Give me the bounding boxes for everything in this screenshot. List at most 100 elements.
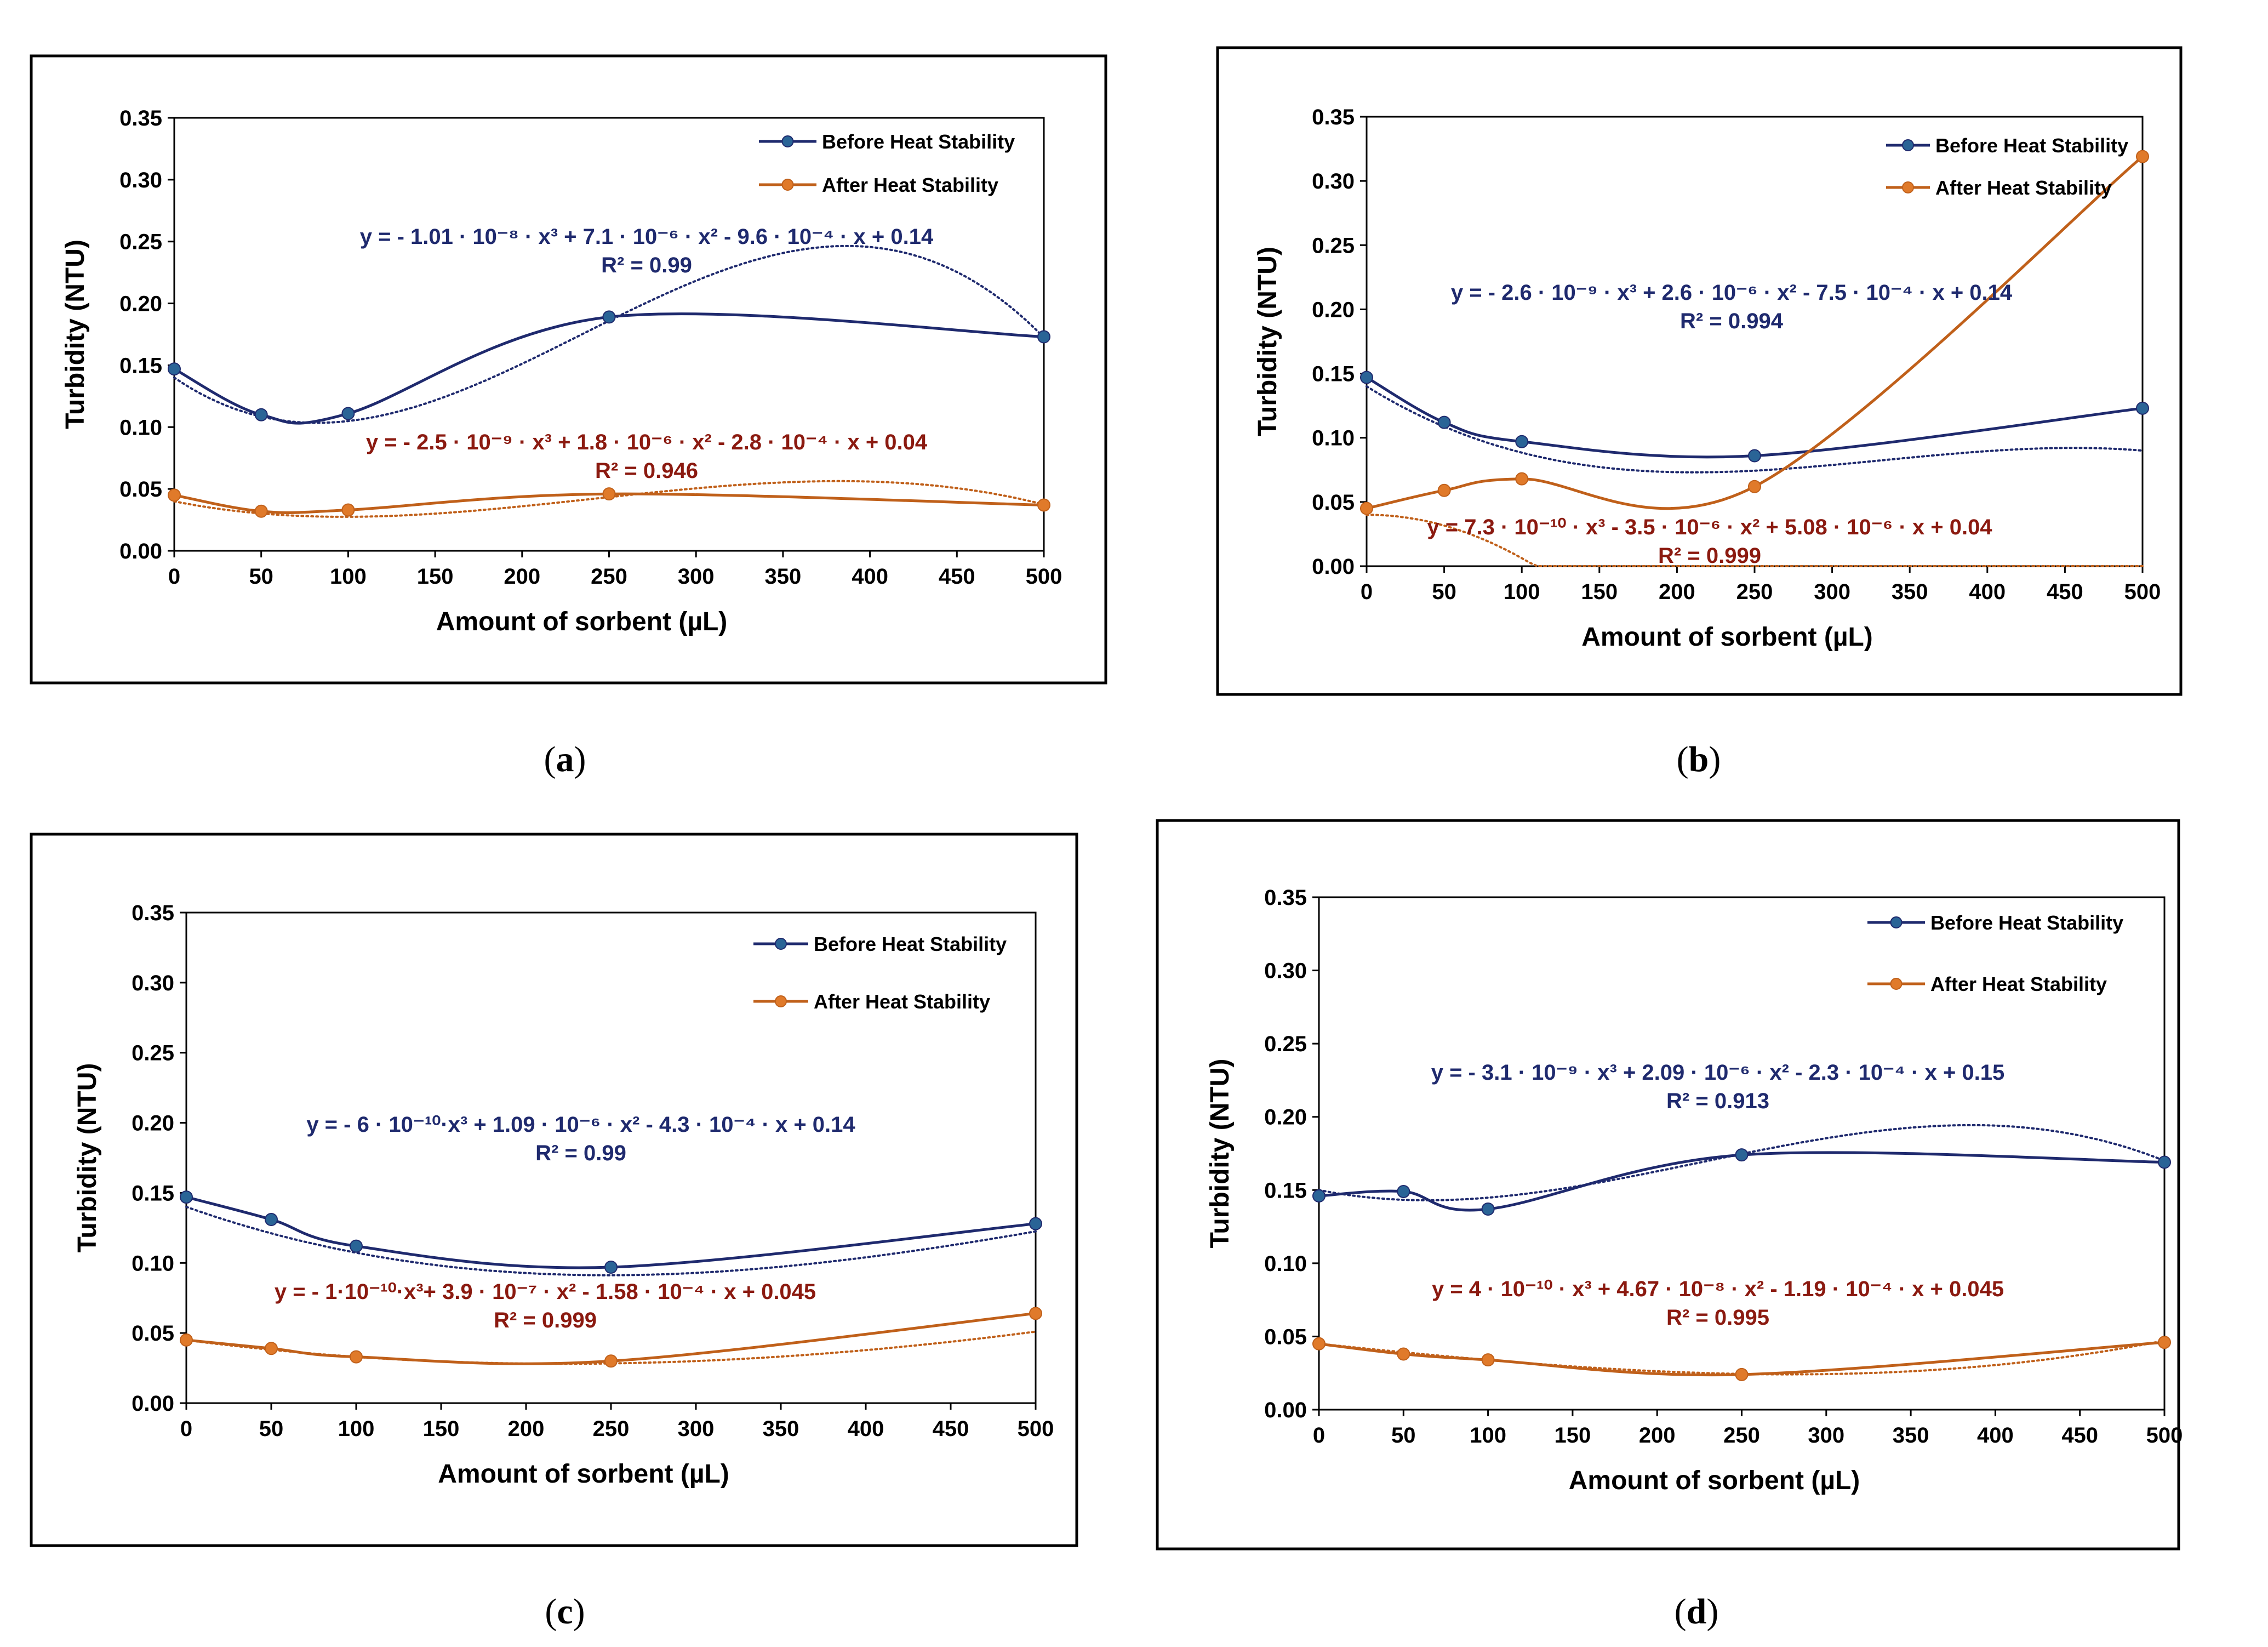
data-point-after xyxy=(1029,1307,1042,1320)
r-squared-after: R² = 0.946 xyxy=(595,459,698,483)
x-tick-label: 500 xyxy=(2146,1423,2183,1447)
caption-a: (a) xyxy=(544,739,586,779)
y-axis-label: Turbidity (NTU) xyxy=(73,1063,102,1253)
data-point-after xyxy=(2158,1336,2171,1349)
trend-equation-after: y = 4 · 10⁻¹⁰ · x³ + 4.67 · 10⁻⁸ · x² - … xyxy=(1432,1277,2004,1301)
r-squared-after: R² = 0.999 xyxy=(494,1308,597,1332)
y-tick-label: 0.00 xyxy=(1312,555,1355,579)
data-point-before xyxy=(2158,1155,2171,1169)
y-tick-label: 0.25 xyxy=(1264,1032,1307,1056)
x-tick-label: 50 xyxy=(1432,580,1456,604)
x-tick-label: 300 xyxy=(1814,580,1850,604)
data-point-before xyxy=(1735,1148,1749,1162)
legend-label-after: After Heat Stability xyxy=(1935,176,2112,199)
r-squared-before: R² = 0.913 xyxy=(1666,1089,1769,1113)
x-tick-label: 150 xyxy=(1555,1423,1591,1447)
x-tick-label: 300 xyxy=(678,1417,715,1441)
chart-frame xyxy=(30,833,1078,1547)
x-tick-label: 400 xyxy=(1977,1423,2014,1447)
y-tick-label: 0.10 xyxy=(119,415,162,440)
x-tick-label: 450 xyxy=(2061,1423,2098,1447)
x-tick-label: 450 xyxy=(2047,580,2083,604)
data-point-after xyxy=(1481,1353,1495,1367)
trend-equation-after: y = - 1·10⁻¹⁰·x³+ 3.9 · 10⁻⁷ · x² - 1.58… xyxy=(275,1280,816,1304)
trend-equation-before: y = - 2.6 · 10⁻⁹ · x³ + 2.6 · 10⁻⁶ · x² … xyxy=(1451,281,2013,305)
legend-marker-before xyxy=(781,135,794,147)
y-tick-label: 0.25 xyxy=(132,1041,174,1065)
chart-frame xyxy=(1156,819,2180,1551)
legend-marker-after xyxy=(781,179,794,191)
trend-equation-after: y = - 2.5 · 10⁻⁹ · x³ + 1.8 · 10⁻⁶ · x² … xyxy=(366,430,928,454)
y-tick-label: 0.05 xyxy=(1264,1325,1307,1349)
x-tick-label: 400 xyxy=(848,1417,884,1441)
trend-equation-before: y = - 3.1 · 10⁻⁹ · x³ + 2.09 · 10⁻⁶ · x²… xyxy=(1431,1061,2005,1085)
data-point-after xyxy=(1735,1367,1749,1381)
y-tick-label: 0.00 xyxy=(1264,1398,1307,1422)
data-point-after xyxy=(350,1350,363,1364)
data-point-before xyxy=(1481,1203,1495,1216)
data-point-after xyxy=(265,1342,278,1355)
x-tick-label: 350 xyxy=(1892,580,1928,604)
x-tick-label: 0 xyxy=(168,565,180,589)
r-squared-before: R² = 0.99 xyxy=(601,253,692,277)
data-point-before xyxy=(1748,449,1761,463)
chart-panel-c: 0.00 0.05 0.10 0.15 0.20 0.25 0.30 0.35 0 50 100 15… xyxy=(30,833,1078,1547)
data-point-before xyxy=(168,362,181,376)
data-point-before xyxy=(1515,435,1529,448)
data-point-before xyxy=(2136,401,2149,415)
y-axis-label: Turbidity (NTU) xyxy=(1206,1059,1235,1249)
y-tick-label: 0.30 xyxy=(119,168,162,192)
y-tick-label: 0.25 xyxy=(119,230,162,254)
x-tick-label: 400 xyxy=(852,565,888,589)
trendline-after xyxy=(1366,514,2144,567)
y-tick-label: 0.30 xyxy=(132,971,174,995)
data-point-before xyxy=(604,1260,618,1274)
x-tick-label: 0 xyxy=(1361,580,1373,604)
x-tick-label: 150 xyxy=(1581,580,1618,604)
data-point-after xyxy=(1360,501,1373,515)
x-tick-label: 50 xyxy=(249,565,273,589)
y-tick-label: 0.35 xyxy=(1312,105,1355,129)
x-tick-label: 450 xyxy=(933,1417,969,1441)
trendline-before xyxy=(1366,385,2144,474)
x-tick-label: 250 xyxy=(1736,580,1773,604)
x-tick-label: 500 xyxy=(1026,565,1062,589)
data-point-before xyxy=(1029,1217,1042,1230)
x-axis-label: Amount of sorbent (µL) xyxy=(1581,623,1873,652)
legend-marker-before xyxy=(1902,139,1914,151)
y-tick-label: 0.05 xyxy=(119,477,162,501)
x-tick-label: 250 xyxy=(591,565,627,589)
x-axis-label: Amount of sorbent (µL) xyxy=(436,607,728,636)
x-tick-label: 300 xyxy=(1808,1423,1844,1447)
x-tick-label: 500 xyxy=(2124,580,2161,604)
x-tick-label: 150 xyxy=(423,1417,460,1441)
data-point-before xyxy=(1037,330,1050,344)
chart-svg-c: 0.00 0.05 0.10 0.15 0.20 0.25 0.30 0.35 0 50 100 15… xyxy=(30,833,1078,1547)
data-point-after xyxy=(604,1354,618,1368)
data-point-after xyxy=(602,487,616,501)
data-point-after xyxy=(180,1333,193,1347)
data-point-after xyxy=(2136,150,2149,163)
y-axis-label: Turbidity (NTU) xyxy=(61,240,90,429)
x-tick-label: 200 xyxy=(1639,1423,1676,1447)
trend-equation-after: y = 7.3 · 10⁻¹⁰ · x³ - 3.5 · 10⁻⁶ · x² +… xyxy=(1427,515,1992,539)
chart-panel-a: 0.00 0.05 0.10 0.15 0.20 0.25 0.30 0.35 0 50 100 15… xyxy=(30,54,1107,685)
x-tick-label: 100 xyxy=(330,565,367,589)
legend-marker-before xyxy=(775,938,787,950)
legend-label-after: After Heat Stability xyxy=(1930,973,2107,995)
y-tick-label: 0.15 xyxy=(1312,362,1355,386)
data-point-after xyxy=(254,504,268,518)
x-tick-label: 400 xyxy=(1969,580,2006,604)
x-tick-label: 200 xyxy=(508,1417,545,1441)
x-tick-label: 100 xyxy=(338,1417,375,1441)
chart-svg-a: 0.00 0.05 0.10 0.15 0.20 0.25 0.30 0.35 0 50 100 15… xyxy=(30,54,1107,685)
r-squared-before: R² = 0.994 xyxy=(1680,309,1784,333)
x-tick-label: 500 xyxy=(1018,1417,1054,1441)
data-point-after xyxy=(1437,483,1451,497)
x-tick-label: 350 xyxy=(763,1417,799,1441)
trendline-before xyxy=(1318,1124,2166,1201)
y-tick-label: 0.15 xyxy=(1264,1178,1307,1203)
data-point-after xyxy=(1515,472,1529,486)
trend-equation-before: y = - 1.01 · 10⁻⁸ · x³ + 7.1 · 10⁻⁶ · x²… xyxy=(360,225,934,249)
data-point-after xyxy=(1397,1347,1410,1361)
